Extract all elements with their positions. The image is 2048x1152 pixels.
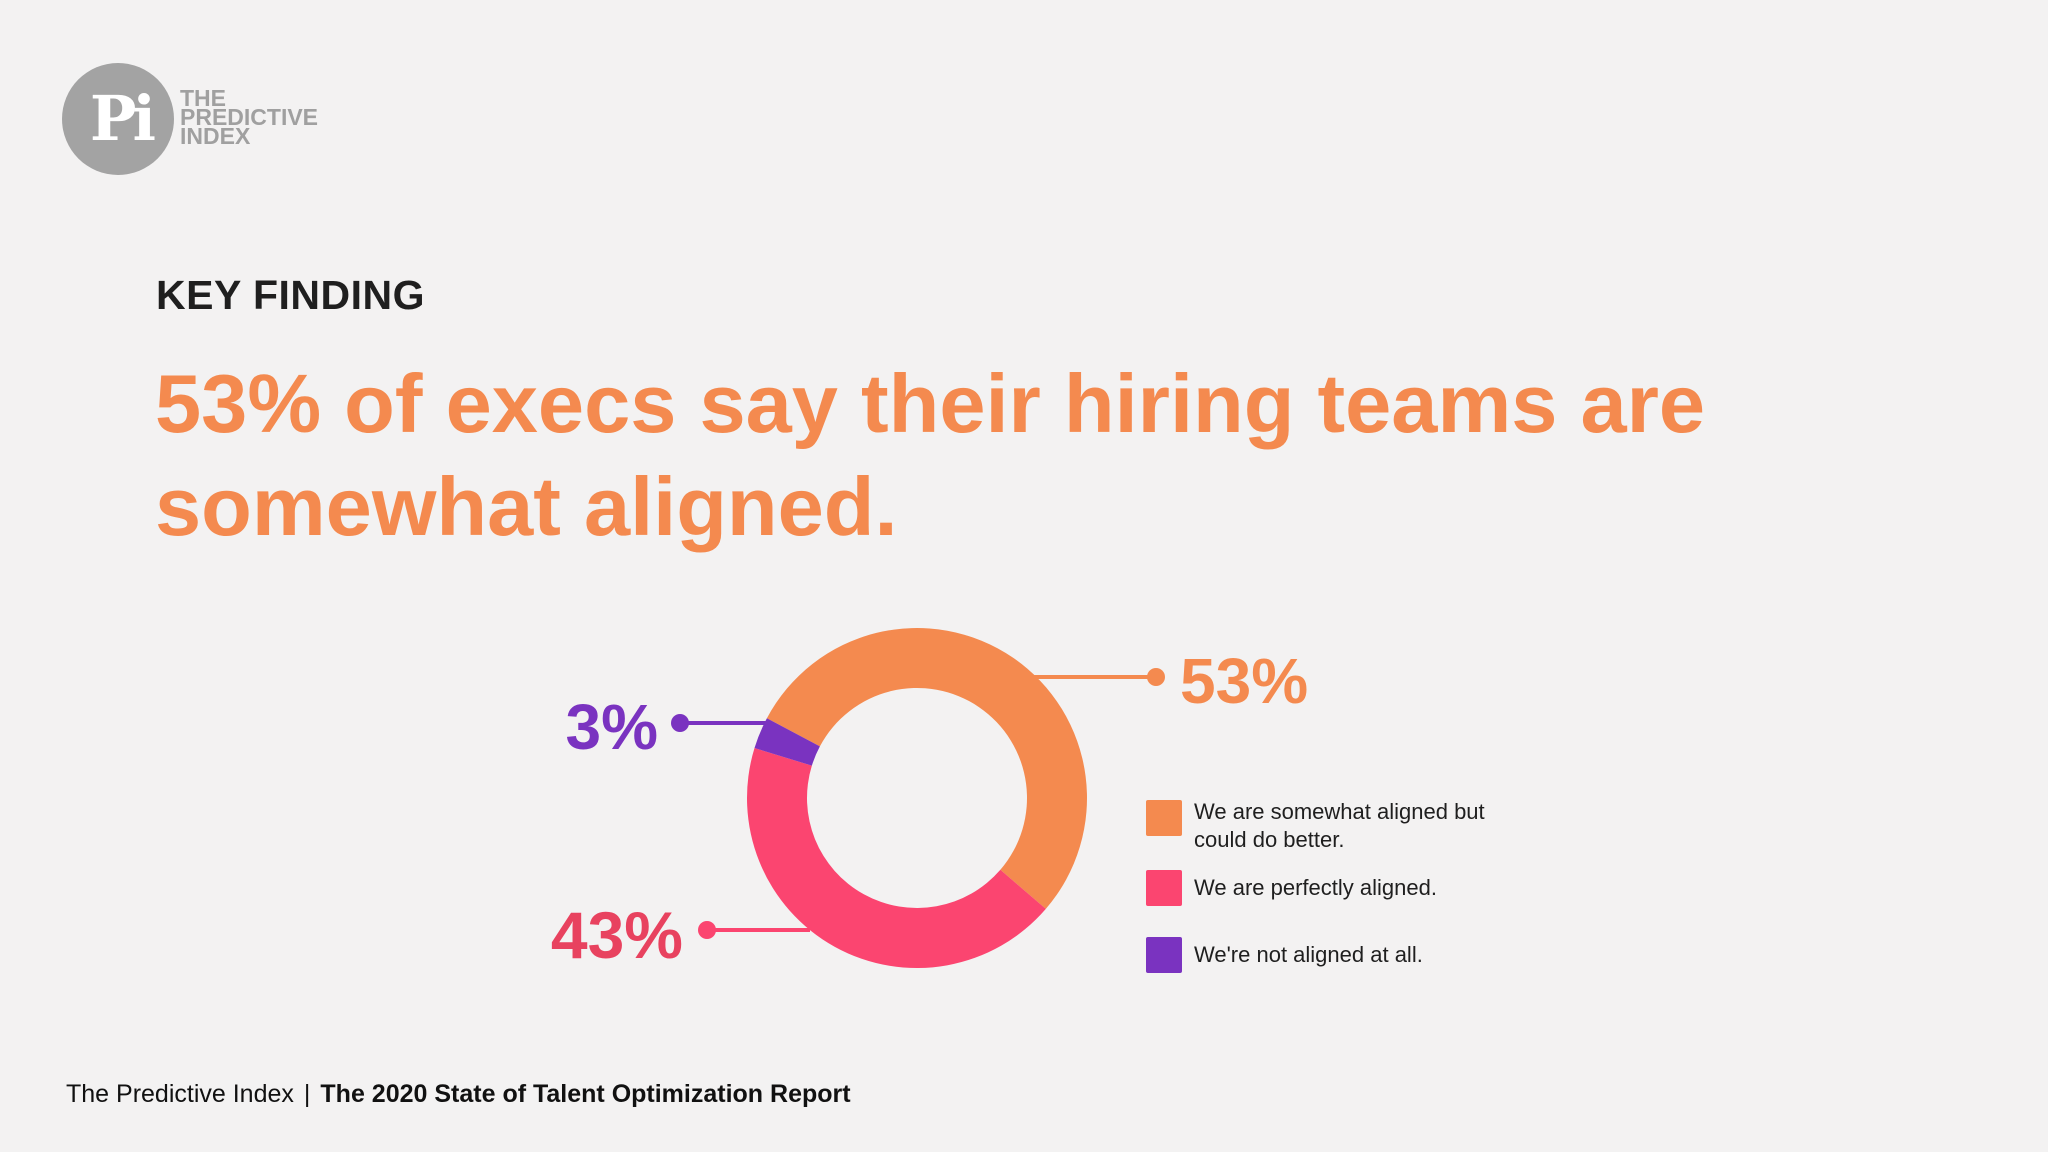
legend-label-somewhat-aligned: We are somewhat aligned but could do bet… — [1194, 799, 1485, 852]
legend-swatch-somewhat-aligned — [1146, 800, 1182, 836]
logo-circle — [62, 63, 174, 175]
footer-report-title: The 2020 State of Talent Optimization Re… — [320, 1080, 851, 1108]
callout-dot-perfectly-aligned — [698, 921, 716, 939]
legend-label-perfectly-aligned: We are perfectly aligned. — [1194, 875, 1437, 900]
donut-slice-not-aligned — [754, 718, 820, 766]
predictive-index-logo: Pi THE PREDICTIVE INDEX — [62, 63, 402, 175]
eyebrow-label: KEY FINDING — [156, 272, 425, 318]
logo-line-1: THE — [180, 85, 226, 111]
data-label-perfectly-aligned: 43% — [551, 898, 683, 972]
footer: The Predictive Index | The 2020 State of T… — [66, 1080, 851, 1109]
callout-dot-not-aligned — [671, 714, 689, 732]
logo-wordmark: THE PREDICTIVE INDEX — [180, 85, 319, 149]
logo-mark: Pi — [89, 82, 156, 155]
legend-label-not-aligned: We're not aligned at all. — [1194, 942, 1423, 967]
logo-line-3: INDEX — [180, 123, 251, 149]
footer-org: The Predictive Index — [66, 1080, 294, 1108]
donut-slice-perfectly-aligned — [747, 748, 1046, 969]
data-label-not-aligned: 3% — [566, 691, 659, 763]
legend-swatch-perfectly-aligned — [1146, 870, 1182, 906]
headline: 53% of execs say their hiring teams are … — [155, 357, 1706, 553]
footer-separator: | — [303, 1080, 311, 1108]
legend-swatch-not-aligned — [1146, 937, 1182, 973]
callout-dot-somewhat-aligned — [1147, 668, 1165, 686]
donut-slice-somewhat-aligned — [766, 628, 1088, 909]
data-label-somewhat-aligned: 53% — [1180, 645, 1308, 717]
logo-line-2: PREDICTIVE — [180, 104, 319, 130]
